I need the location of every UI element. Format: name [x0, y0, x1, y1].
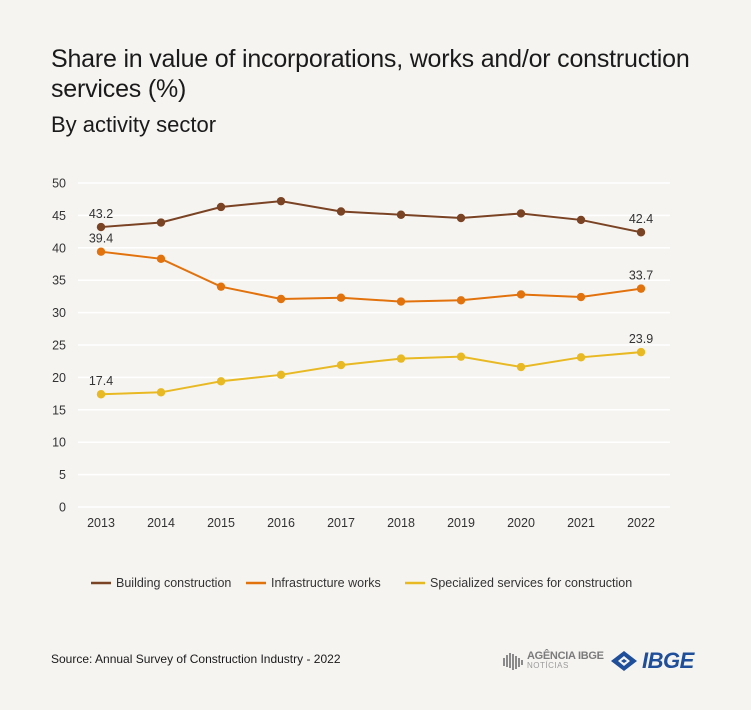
- y-tick-label: 40: [52, 241, 66, 255]
- x-tick-label: 2019: [447, 516, 475, 530]
- legend-label: Infrastructure works: [271, 576, 381, 590]
- data-point: [276, 294, 286, 304]
- data-point: [456, 352, 466, 361]
- ibge-logo: IBGE: [609, 647, 694, 675]
- data-point: [276, 370, 286, 380]
- series-line: [100, 250, 642, 303]
- data-point: [96, 222, 106, 232]
- x-tick-label: 2014: [147, 516, 175, 530]
- data-point: [216, 202, 226, 212]
- ibge-mark-icon: [611, 651, 637, 671]
- agencia-noticias-text: NOTÍCIAS: [527, 661, 569, 670]
- data-point: [516, 362, 526, 372]
- data-point: [276, 196, 286, 206]
- data-point: [336, 360, 346, 370]
- data-point: [576, 292, 586, 302]
- x-tick-label: 2018: [387, 516, 415, 530]
- data-label: 39.4: [89, 232, 113, 246]
- agencia-ibge-mark-icon: [503, 653, 523, 670]
- data-point: [636, 228, 646, 237]
- x-tick-label: 2022: [627, 516, 655, 530]
- series-line: [100, 351, 642, 396]
- x-tick-label: 2016: [267, 516, 295, 530]
- data-label: 42.4: [629, 212, 653, 226]
- x-tick-label: 2020: [507, 516, 535, 530]
- data-point: [96, 247, 106, 256]
- data-point: [216, 282, 226, 291]
- x-tick-label: 2017: [327, 516, 355, 530]
- y-tick-label: 35: [52, 274, 66, 288]
- data-point: [456, 213, 466, 223]
- source-note: Source: Annual Survey of Construction In…: [51, 652, 341, 666]
- y-tick-label: 25: [52, 339, 66, 353]
- data-point: [96, 390, 106, 399]
- data-point: [396, 210, 406, 219]
- chart-title: Share in value of incorporations, works …: [51, 45, 690, 103]
- legend-label: Specialized services for construction: [430, 576, 632, 590]
- data-point: [156, 254, 166, 264]
- y-tick-label: 10: [52, 436, 66, 450]
- data-point: [516, 290, 526, 299]
- data-label: 43.2: [89, 207, 113, 221]
- data-point: [216, 377, 226, 386]
- data-point: [636, 284, 646, 293]
- x-tick-label: 2021: [567, 516, 595, 530]
- y-tick-label: 50: [52, 177, 66, 191]
- ibge-wordmark: IBGE: [642, 648, 694, 673]
- data-point: [336, 207, 346, 216]
- data-point: [336, 293, 346, 302]
- data-label: 23.9: [629, 332, 653, 346]
- agencia-ibge-logo: AGÊNCIA IBGE NOTÍCIAS: [502, 648, 604, 674]
- data-label: 33.7: [629, 269, 653, 283]
- line-chart: 0 5 10 15 20 25 30 35 40 45 50 2013 2014 2015 2016 2017…: [52, 177, 670, 590]
- data-point: [156, 218, 166, 227]
- data-label: 17.4: [89, 374, 113, 388]
- data-point: [576, 353, 586, 362]
- data-point: [636, 347, 646, 357]
- y-tick-label: 5: [59, 468, 66, 482]
- data-point: [516, 209, 526, 218]
- x-tick-label: 2013: [87, 516, 115, 530]
- y-tick-label: 15: [52, 403, 66, 417]
- data-point: [156, 388, 166, 397]
- y-tick-label: 0: [59, 501, 66, 515]
- data-point: [456, 296, 466, 305]
- x-tick-label: 2015: [207, 516, 235, 530]
- y-tick-label: 20: [52, 371, 66, 385]
- y-tick-label: 45: [52, 209, 66, 223]
- data-point: [576, 215, 586, 225]
- data-point: [396, 297, 406, 306]
- data-point: [396, 354, 406, 363]
- chart-subtitle: By activity sector: [51, 112, 217, 137]
- agencia-ibge-text: AGÊNCIA IBGE: [527, 650, 604, 662]
- y-tick-label: 30: [52, 306, 66, 320]
- legend-label: Building construction: [116, 576, 231, 590]
- series-line: [100, 200, 642, 234]
